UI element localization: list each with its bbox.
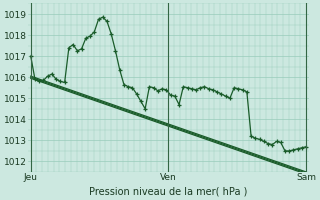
X-axis label: Pression niveau de la mer( hPa ): Pression niveau de la mer( hPa ) bbox=[89, 187, 248, 197]
